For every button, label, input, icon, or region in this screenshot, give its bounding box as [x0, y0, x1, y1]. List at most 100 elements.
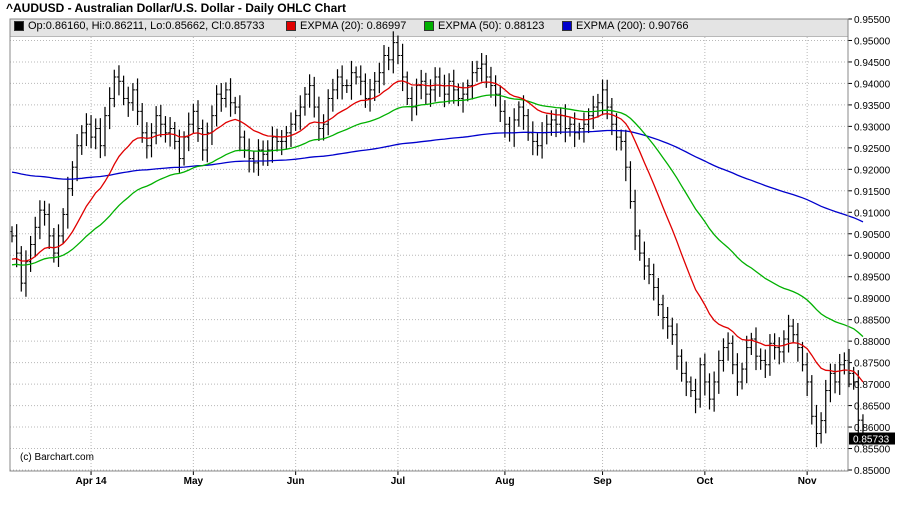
ohlc-bar — [795, 322, 800, 362]
ohlc-bar — [191, 103, 196, 134]
ohlc-bar — [767, 334, 772, 376]
ohlc-bar — [391, 31, 396, 74]
ohlc-bar — [28, 235, 33, 272]
legend-ema20-text: EXPMA (20): 0.86997 — [300, 20, 407, 32]
ohlc-bar — [275, 128, 280, 152]
ohlc-bar — [479, 53, 484, 82]
ohlc-bar — [591, 95, 596, 130]
ohlc-bar — [56, 224, 61, 267]
ohlc-bar — [800, 342, 805, 372]
ohlc-bar — [186, 112, 191, 152]
ohlc-bar — [293, 110, 298, 131]
ohlc-bar — [405, 71, 410, 106]
y-tick-label: 0.93500 — [854, 101, 891, 112]
ohlc-bar — [228, 78, 233, 117]
ohlc-bar — [298, 95, 303, 130]
ohlc-bar — [647, 257, 652, 285]
ohlc-bar — [65, 176, 70, 229]
axis-layer: 0.85000 0.85500 0.86000 0.86500 0.87000 0.875… — [75, 15, 895, 487]
x-tick-label: Oct — [697, 476, 714, 487]
x-tick-label: Nov — [798, 476, 817, 487]
grid-layer — [10, 37, 848, 471]
ohlc-bar — [558, 107, 563, 135]
last-price-tag — [849, 432, 895, 445]
ohlc-bar — [600, 79, 605, 116]
ohlc-bar — [200, 119, 205, 161]
ohlc-bar — [437, 67, 442, 97]
ohlc-bar — [461, 82, 466, 113]
ohlc-bar — [749, 332, 754, 355]
ohlc-bar — [307, 74, 312, 108]
legend-ema200: EXPMA (200): 0.90766 — [562, 20, 689, 32]
y-tick-label: 0.95500 — [854, 15, 891, 26]
ohlc-bar — [335, 69, 340, 100]
ohlc-bar — [633, 189, 638, 251]
ohlc-swatch-icon — [14, 21, 24, 31]
ohlc-bar — [856, 370, 861, 435]
ohlc-bar — [688, 376, 693, 398]
ohlc-bar — [270, 126, 275, 163]
ohlc-bar — [521, 95, 526, 130]
ohlc-bar — [144, 122, 149, 159]
ohlc-bar — [382, 45, 386, 86]
ohlc-bar — [735, 353, 740, 396]
ohlc-bar — [349, 60, 354, 100]
ohlc-bar — [84, 113, 89, 147]
ohlc-bar — [609, 97, 614, 136]
ema20-line — [11, 80, 864, 383]
ohlc-bar — [730, 335, 735, 375]
ohlc-bar — [819, 412, 824, 444]
legend-bar: Op:0.86160, Hi:0.86211, Lo:0.85662, Cl:0… — [10, 19, 848, 37]
ohlc-bar — [581, 112, 586, 143]
ohlc-bar — [619, 129, 624, 151]
ohlc-bar — [656, 278, 661, 316]
ohlc-bar — [358, 65, 363, 96]
ohlc-bar — [23, 250, 28, 297]
ema20-swatch-icon — [286, 21, 296, 31]
ohlc-bar — [726, 332, 731, 361]
ohlc-bar — [651, 263, 656, 301]
y-tick-label: 0.90500 — [854, 230, 891, 241]
y-tick-label: 0.86500 — [854, 402, 891, 413]
ohlc-bar — [530, 121, 535, 156]
y-tick-label: 0.91500 — [854, 187, 891, 198]
ohlc-bar — [814, 404, 819, 448]
ohlc-bar — [837, 353, 842, 395]
ohlc-bar — [535, 133, 540, 156]
ohlc-bar — [470, 61, 475, 100]
ohlc-bar — [237, 95, 242, 152]
ohlc-bar — [340, 65, 345, 100]
ohlc-bar — [605, 79, 610, 120]
ohlc-bar — [284, 125, 289, 150]
x-tick-label: Sep — [593, 476, 611, 487]
ohlc-bars-layer — [10, 31, 865, 448]
ohlc-bar — [14, 224, 19, 268]
ohlc-bar — [302, 86, 307, 116]
ohlc-bar — [163, 116, 168, 143]
ohlc-bar — [130, 83, 135, 111]
ohlc-bar — [386, 46, 391, 71]
ohlc-bar — [563, 104, 568, 143]
ohlc-bar — [135, 78, 140, 126]
ohlc-bar — [33, 216, 38, 258]
ohlc-bar — [344, 79, 349, 93]
ohlc-bar — [507, 116, 512, 142]
legend-ema50: EXPMA (50): 0.88123 — [424, 20, 544, 32]
ohlc-bar — [233, 96, 238, 115]
ohlc-bar — [577, 122, 582, 140]
ohlc-bar — [428, 79, 433, 107]
ohlc-bar — [465, 79, 470, 102]
ohlc-bar — [502, 100, 507, 138]
ohlc-bar — [79, 125, 84, 155]
ohlc-bar — [851, 366, 856, 390]
ohlc-bar — [330, 78, 335, 112]
ohlc-bar — [37, 200, 42, 240]
ohlc-bar — [414, 78, 419, 116]
y-tick-label: 0.95000 — [854, 36, 891, 47]
ohlc-bar — [475, 60, 479, 82]
ohlc-bar — [98, 118, 103, 159]
y-tick-label: 0.94500 — [854, 58, 891, 69]
ohlc-bar — [158, 104, 163, 138]
ohlc-bar — [47, 203, 52, 249]
ohlc-bar — [363, 73, 368, 108]
